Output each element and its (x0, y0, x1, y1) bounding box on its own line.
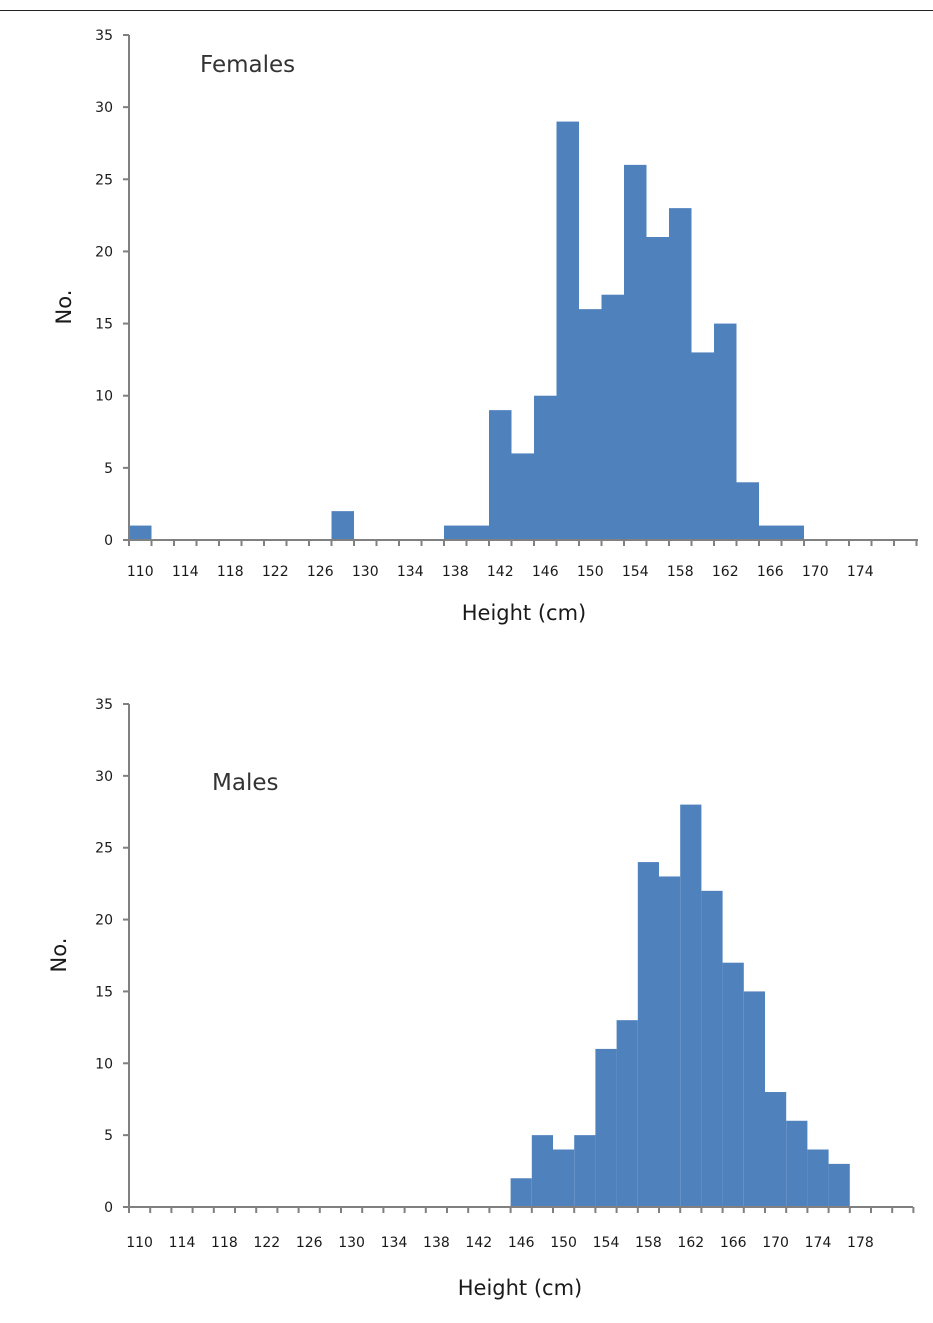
females-x-tick-label: 134 (397, 564, 424, 580)
males-x-tick-label: 158 (635, 1235, 662, 1251)
females-y-tick-label: 10 (95, 389, 113, 405)
females-x-tick-label: 118 (217, 564, 244, 580)
females-y-tick-label: 15 (95, 317, 113, 333)
females-x-tick-label: 114 (172, 564, 199, 580)
males-x-tick-label: 174 (805, 1235, 832, 1251)
females-bar (691, 352, 714, 540)
females-x-tick-label: 138 (442, 564, 469, 580)
females-bars (129, 121, 804, 541)
males-x-tick-label: 146 (508, 1235, 535, 1251)
females-bar (444, 525, 467, 540)
females-bar (466, 525, 489, 540)
females-x-tick-label: 110 (127, 564, 154, 580)
females-x-tick-label: 154 (622, 564, 649, 580)
females-histogram: Females Height (cm) No. 0 5 10 15 20 25 30 35 11… (52, 28, 918, 625)
males-y-axis-title: No. (47, 938, 71, 973)
females-bar (579, 309, 602, 540)
females-x-tick-label: 146 (532, 564, 559, 580)
females-bar (601, 294, 624, 540)
females-x-axis-title: Height (cm) (462, 601, 586, 625)
females-bar (534, 395, 557, 540)
males-x-tick-label: 122 (253, 1235, 280, 1251)
males-histogram: Males Height (cm) No. 0 5 10 15 20 25 30 35 110 1… (47, 697, 915, 1300)
males-bar (743, 991, 765, 1207)
males-y-tick-label: 20 (95, 913, 113, 929)
females-x-tick-label: 158 (667, 564, 694, 580)
males-bar (510, 1178, 532, 1207)
females-x-tick-label: 122 (262, 564, 289, 580)
males-y-tick-label: 15 (95, 984, 113, 1000)
top-rule (0, 10, 933, 11)
females-bar (646, 237, 669, 540)
males-bar (765, 1092, 787, 1207)
females-y-axis-title: No. (52, 290, 76, 325)
females-bar (624, 164, 647, 541)
males-bar (531, 1135, 553, 1207)
females-y-tick-label: 35 (95, 28, 113, 44)
males-bar (722, 962, 744, 1207)
females-x-tick-label: 166 (757, 564, 784, 580)
males-x-tick-label: 110 (126, 1235, 153, 1251)
females-x-tick-label: 126 (307, 564, 334, 580)
females-y-tick-label: 5 (104, 461, 113, 477)
males-bar (659, 876, 681, 1207)
females-y-tick-label: 0 (104, 533, 113, 549)
females-y-tick-label: 25 (95, 172, 113, 188)
females-x-tick-label: 130 (352, 564, 379, 580)
males-bar (786, 1120, 808, 1207)
males-x-tick-label: 114 (169, 1235, 196, 1251)
females-bar (669, 208, 692, 540)
females-bar (556, 121, 579, 540)
males-x-tick-label: 142 (465, 1235, 492, 1251)
males-x-axis-title: Height (cm) (458, 1276, 582, 1300)
males-x-tick-label: 170 (762, 1235, 789, 1251)
males-bar (616, 1020, 638, 1207)
males-x-tick-label: 162 (677, 1235, 704, 1251)
males-bar (701, 890, 723, 1207)
females-bar (331, 511, 354, 540)
males-x-tick-label: 130 (338, 1235, 365, 1251)
males-y-tick-label: 5 (104, 1128, 113, 1144)
females-x-tick-label: 142 (487, 564, 514, 580)
males-y-tick-label: 30 (95, 769, 113, 785)
males-x-tick-label: 166 (720, 1235, 747, 1251)
males-bar (828, 1163, 850, 1207)
males-y-tick-label: 0 (104, 1200, 113, 1216)
males-x-tick-label: 126 (296, 1235, 323, 1251)
males-x-tick-label: 138 (423, 1235, 450, 1251)
males-x-tick-label: 134 (381, 1235, 408, 1251)
females-y-tick-label: 20 (95, 244, 113, 260)
males-x-tick-label: 150 (550, 1235, 577, 1251)
females-x-tick-label: 174 (847, 564, 874, 580)
males-x-tick-label: 178 (847, 1235, 874, 1251)
males-x-tick-label: 118 (211, 1235, 238, 1251)
females-x-tick-label: 150 (577, 564, 604, 580)
males-bar (553, 1149, 575, 1207)
females-bar (781, 525, 804, 540)
females-bar (511, 453, 534, 540)
males-y-tick-label: 10 (95, 1056, 113, 1072)
males-bar (680, 804, 702, 1207)
males-bar (637, 862, 659, 1207)
females-panel-label: Females (200, 52, 295, 78)
males-y-tick-label: 35 (95, 697, 113, 713)
females-bar (714, 323, 737, 540)
males-bar (807, 1149, 829, 1207)
females-bar (129, 525, 152, 540)
males-panel-label: Males (212, 770, 278, 796)
males-bars (510, 804, 850, 1207)
males-bar (595, 1048, 617, 1207)
females-bar (489, 410, 512, 540)
females-x-tick-label: 162 (712, 564, 739, 580)
males-x-tick-label: 154 (593, 1235, 620, 1251)
males-bar (574, 1135, 596, 1207)
females-bar (736, 482, 759, 540)
males-y-tick-label: 25 (95, 841, 113, 857)
females-y-tick-label: 30 (95, 100, 113, 116)
females-bar (759, 525, 782, 540)
females-x-tick-label: 170 (802, 564, 829, 580)
